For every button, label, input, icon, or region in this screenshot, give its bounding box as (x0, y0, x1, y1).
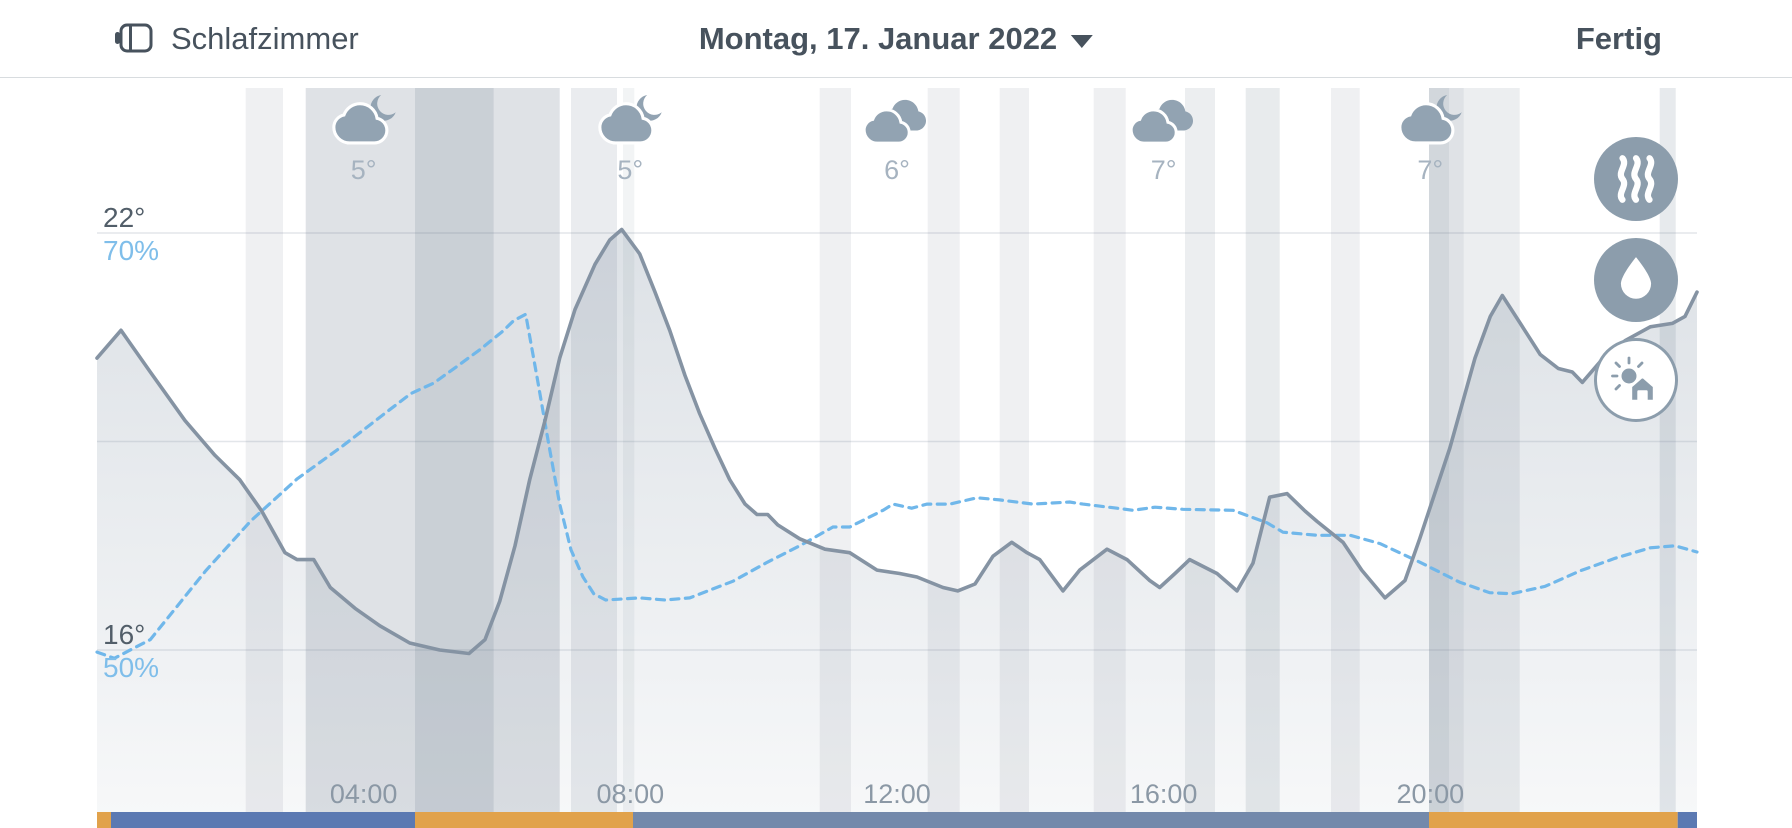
chevron-down-icon (1071, 34, 1094, 48)
outside-weather-toggle-button[interactable] (1594, 338, 1678, 422)
cloud-moon-icon (595, 94, 665, 146)
temp-axis-top-label: 22° (103, 202, 146, 233)
header: Schlafzimmer Montag, 17. Januar 2022 Fer… (0, 0, 1792, 78)
humidity-axis-top-label: 70% (103, 235, 160, 266)
date-picker[interactable]: Montag, 17. Januar 2022 (698, 0, 1094, 77)
activity-band (571, 88, 617, 812)
activity-band (999, 88, 1029, 812)
activity-band (415, 88, 494, 812)
heating-activity-button[interactable] (1594, 137, 1678, 221)
weather-item: 6° (852, 94, 942, 186)
x-axis-tick: 04:00 (329, 779, 398, 809)
activity-band (1449, 88, 1464, 812)
outside-temp-label: 5° (617, 155, 644, 185)
water-drop-icon (1620, 257, 1652, 299)
schedule-segment (97, 812, 111, 828)
temperature-area (97, 229, 1697, 812)
humidity-axis-bottom-label: 50% (103, 652, 160, 683)
activity-band (305, 88, 415, 812)
done-button[interactable]: Fertig (1576, 0, 1662, 77)
outside-temp-label: 7° (1150, 155, 1177, 185)
activity-band (623, 88, 635, 812)
schedule-segment (1429, 812, 1678, 828)
x-axis-tick: 08:00 (596, 779, 665, 809)
schedule-segment (415, 812, 633, 828)
activity-band (1093, 88, 1126, 812)
room-icon (115, 23, 153, 52)
weather-item: 7° (1119, 94, 1209, 186)
schedule-segment (111, 812, 415, 828)
x-axis-tick: 12:00 (863, 779, 931, 809)
weather-item: 7° (1385, 94, 1475, 186)
humidity-line (95, 311, 1699, 661)
heating-icon (1617, 155, 1655, 203)
activity-band (927, 88, 960, 812)
activity-band (819, 88, 851, 812)
schedule-segment (1677, 812, 1697, 828)
room-selector[interactable]: Schlafzimmer (110, 0, 359, 77)
outside-temp-label: 6° (884, 155, 910, 185)
room-name: Schlafzimmer (171, 20, 359, 56)
temperature-line (95, 227, 1699, 656)
clouds-icon (1129, 94, 1199, 146)
x-axis-tick: 16:00 (1129, 779, 1198, 809)
activity-band (1331, 88, 1360, 812)
outside-temp-label: 5° (350, 155, 377, 185)
activity-band (1245, 88, 1280, 812)
date-label: Montag, 17. Januar 2022 (698, 20, 1058, 56)
activity-band (1463, 88, 1520, 812)
activity-band (1185, 88, 1215, 812)
weather-item: 5° (585, 94, 675, 186)
humidity-toggle-button[interactable] (1594, 238, 1678, 322)
x-axis-tick: 20:00 (1396, 779, 1465, 809)
weather-item: 5° (319, 94, 409, 186)
house-sun-icon (1611, 356, 1656, 403)
outside-temp-label: 7° (1417, 155, 1444, 185)
clouds-icon (862, 94, 932, 146)
schedule-segment (633, 812, 1429, 828)
activity-band (245, 88, 283, 812)
cloud-moon-icon (329, 94, 399, 146)
activity-band (1429, 88, 1449, 812)
cloud-moon-icon (1395, 94, 1465, 146)
temp-axis-bottom-label: 16° (103, 619, 146, 650)
